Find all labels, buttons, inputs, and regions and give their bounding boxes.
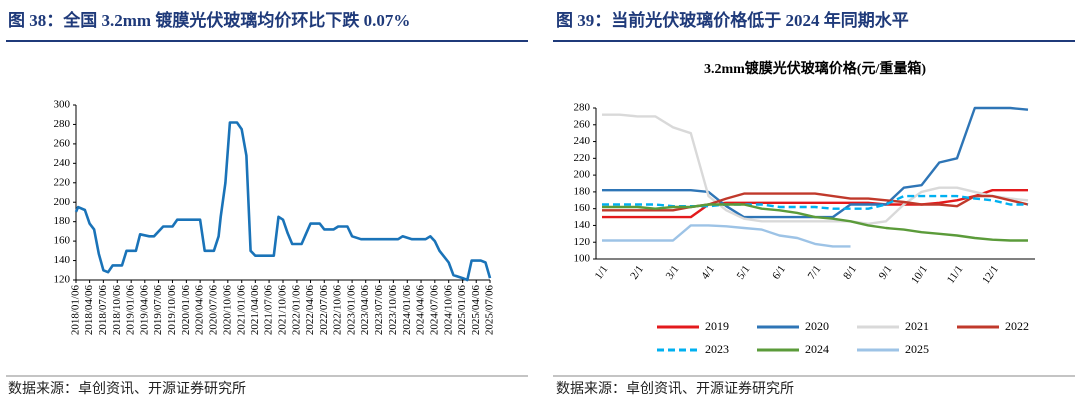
price-line [74,121,492,282]
x-tick-label: 2021/01/06 [235,285,247,336]
x-tick-label: 2021/04/06 [249,285,261,336]
y-tick-label: 300 [54,99,71,111]
y-tick-label: 280 [574,102,591,114]
y-tick-label: 200 [54,196,71,208]
y-tick-label: 280 [54,118,71,130]
x-tick-label: 2025/01/06 [456,285,468,336]
series-line [602,113,1029,225]
x-tick-label: 2024/01/06 [401,285,413,336]
source-note: 数据来源：卓创资讯、开源证券研究所 [556,381,794,397]
x-tick-label: 2024/07/06 [428,285,440,336]
legend-label: 2025 [905,342,929,356]
x-tick-label: 5/1 [735,263,753,281]
series-line [602,192,1029,212]
y-tick-label: 240 [54,157,71,169]
x-tick-label: 3/1 [664,263,682,281]
x-tick-label: 2023/04/06 [359,285,371,336]
x-tick-label: 2020/10/06 [221,285,233,336]
x-tick-label: 2019/10/06 [166,285,178,336]
y-tick-label: 260 [54,137,71,149]
legend-label: 2024 [805,342,829,356]
x-tick-label: 2024/10/06 [442,285,454,336]
series-line [602,189,1028,219]
x-tick-label: 2020/07/06 [207,285,219,336]
x-tick-label: 4/1 [699,263,717,281]
figure-title: 图 38：全国 3.2mm 镀膜光伏玻璃均价环比下跌 0.07% [8,10,410,30]
series-line [602,106,1029,219]
x-tick-label: 2018/10/06 [111,285,123,336]
x-tick-label: 7/1 [806,263,824,281]
x-tick-label: 11/1 [945,263,966,286]
x-tick-label: 2023/01/06 [346,285,358,336]
series-line [602,224,851,248]
x-tick-label: 2019/04/06 [138,285,150,336]
x-tick-label: 2022/07/06 [318,285,330,336]
x-tick-label: 2022/04/06 [304,285,316,336]
y-tick-label: 120 [54,274,71,286]
y-tick-label: 240 [574,135,591,147]
series-line [602,203,1028,242]
x-tick-label: 2021/10/06 [277,285,289,336]
x-tick-label: 2018/01/06 [70,285,82,336]
y-tick-label: 100 [574,253,591,265]
x-tick-label: 2/1 [628,263,646,281]
legend-label: 2022 [1005,319,1029,333]
x-tick-label: 9/1 [877,263,895,281]
legend-label: 2020 [805,319,829,333]
x-tick-label: 2023/10/06 [387,285,399,336]
x-tick-label: 2022/01/06 [290,285,302,336]
legend-label: 2019 [705,319,729,333]
y-tick-label: 200 [574,169,591,181]
x-tick-label: 10/1 [909,263,930,286]
source-note: 数据来源：卓创资讯、开源证券研究所 [8,381,246,397]
y-tick-label: 160 [54,235,71,247]
x-tick-label: 2018/04/06 [83,285,95,336]
y-tick-label: 180 [54,215,71,227]
y-tick-label: 160 [574,202,591,214]
x-tick-label: 1/1 [593,263,611,281]
x-tick-label: 2022/10/06 [332,285,344,336]
x-tick-label: 2019/07/06 [152,285,164,336]
y-tick-label: 140 [54,254,71,266]
y-tick-label: 180 [574,185,591,197]
x-tick-label: 2020/01/06 [180,285,192,336]
x-tick-label: 2021/07/06 [263,285,275,336]
y-tick-label: 120 [574,236,591,248]
x-tick-label: 8/1 [841,263,859,281]
x-tick-label: 6/1 [770,263,788,281]
y-tick-label: 220 [574,152,591,164]
legend-label: 2023 [705,342,729,356]
x-tick-label: 2025/07/06 [484,285,496,336]
chart-title: 3.2mm镀膜光伏玻璃价格(元/重量箱) [704,60,926,77]
y-tick-label: 260 [574,118,591,130]
x-tick-label: 12/1 [980,263,1001,286]
x-tick-label: 2019/01/06 [125,285,137,336]
x-tick-label: 2023/07/06 [373,285,385,336]
y-tick-label: 140 [574,219,591,231]
figure-title: 图 39：当前光伏玻璃价格低于 2024 年同期水平 [556,10,909,30]
x-tick-label: 2024/04/06 [415,285,427,336]
y-tick-label: 220 [54,176,71,188]
x-tick-label: 2018/07/06 [97,285,109,336]
x-tick-label: 2020/04/06 [194,285,206,336]
legend-label: 2021 [905,319,929,333]
x-tick-label: 2025/04/06 [470,285,482,336]
